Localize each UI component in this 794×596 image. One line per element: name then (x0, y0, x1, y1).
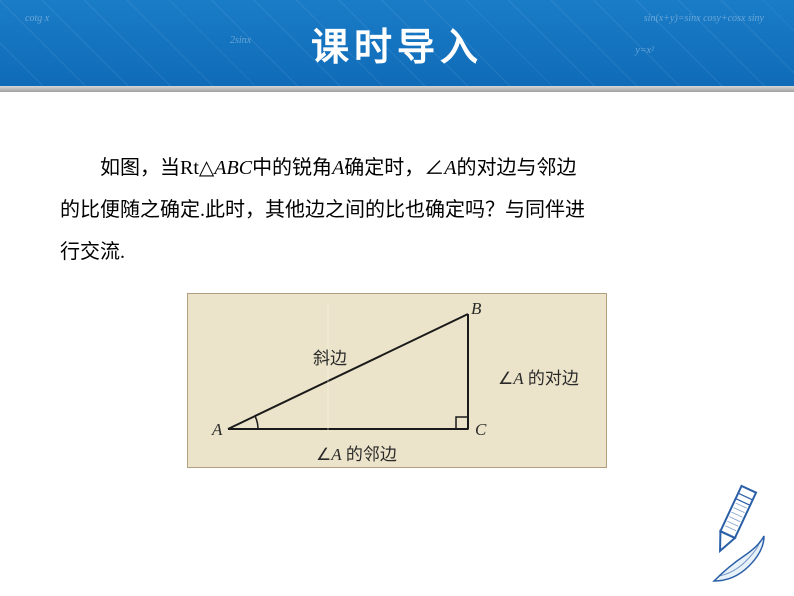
text-line2: 的比便随之确定.此时，其他边之间的比也确定吗？与同伴进 (60, 199, 585, 221)
text-segment: 的对边与邻边 (457, 157, 577, 179)
var-abc: ABC (214, 157, 252, 179)
bottom-decoration-line (0, 572, 680, 574)
var-a2: A (444, 157, 456, 179)
label-hypotenuse: 斜边 (313, 344, 347, 369)
page-curl-icon (704, 531, 784, 591)
slide-content: 如图，当Rt△ABC中的锐角A确定时，∠A的对边与邻边 的比便随之确定.此时，其… (0, 92, 794, 488)
body-paragraph: 如图，当Rt△ABC中的锐角A确定时，∠A的对边与邻边 的比便随之确定.此时，其… (60, 147, 734, 273)
slide-header: cotg x sin(x+y)=sinx cosy+cosx siny 2sin… (0, 0, 794, 92)
text-segment: 中的锐角 (252, 157, 332, 179)
slide-title: 课时导入 (311, 16, 483, 71)
label-C: C (475, 420, 486, 440)
label-A: A (212, 420, 222, 440)
triangle-figure: A B C 斜边 ∠A 的对边 ∠A 的邻边 (187, 293, 607, 468)
figure-container: A B C 斜边 ∠A 的对边 ∠A 的邻边 (60, 293, 734, 468)
var-a1: A (332, 157, 344, 179)
header-bottom-border (0, 86, 794, 92)
label-B: B (471, 299, 481, 319)
text-segment: 如图，当Rt△ (100, 157, 214, 179)
text-segment: 确定时，∠ (344, 157, 444, 179)
text-line3: 行交流. (60, 241, 125, 263)
label-adjacent: ∠A 的邻边 (316, 440, 397, 465)
label-opposite: ∠A 的对边 (498, 364, 579, 389)
